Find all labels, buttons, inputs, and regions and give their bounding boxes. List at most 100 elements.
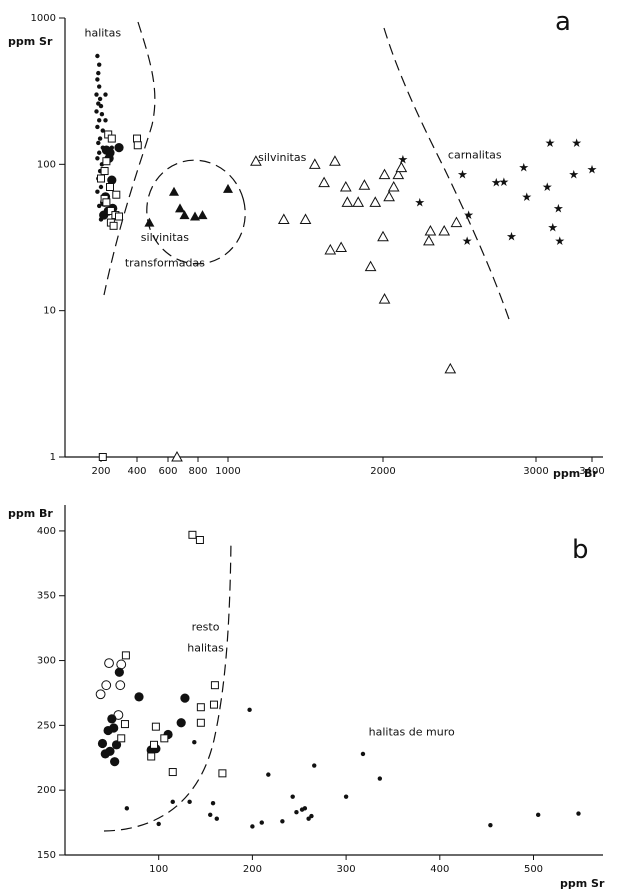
panel-a-x-ticks: 200 400 600 800 1000 2000 3000 3400 xyxy=(91,457,605,477)
data-point-dot-large xyxy=(109,723,119,733)
y-tick-label: 1 xyxy=(50,452,56,463)
panel-a-chart: ppm Sr ppm Br a 200 400 600 800 1000 2000 3000… xyxy=(8,7,605,480)
data-point-triangle-open xyxy=(424,225,437,236)
data-point-square-open xyxy=(196,718,205,727)
data-point-triangle-open xyxy=(378,168,391,180)
data-point-triangle-open xyxy=(358,179,371,190)
data-point-star: ★ xyxy=(414,195,425,209)
x-tick-label: 300 xyxy=(337,864,356,875)
data-point-star: ★ xyxy=(398,152,409,166)
data-point-star: ★ xyxy=(518,161,529,175)
x-tick-label: 100 xyxy=(149,864,168,875)
data-point-dot-small xyxy=(170,799,175,805)
data-point-square-open xyxy=(209,700,218,709)
data-point-dot-small xyxy=(360,751,366,757)
data-point-dot-small xyxy=(96,70,101,76)
panel-a-annotations: halitas silvinitas carnalitas silvinitas tra… xyxy=(84,26,501,269)
data-point-star: ★ xyxy=(587,163,598,177)
data-point-square-open xyxy=(102,157,111,166)
data-point-square-open xyxy=(150,740,159,749)
panel-a-y-ticks: 1 10 100 1000 xyxy=(31,13,65,463)
data-point-dot-large xyxy=(97,738,108,749)
data-point-triangle-open xyxy=(450,216,463,228)
panel-b-resto-halitas-boundary xyxy=(103,539,232,832)
data-point-triangle-filled xyxy=(223,183,233,193)
x-tick-label: 3000 xyxy=(523,466,548,477)
data-point-dot-small xyxy=(124,806,130,811)
data-point-dot-small xyxy=(97,118,102,123)
data-point-dot-small xyxy=(95,156,100,161)
data-point-triangle-open xyxy=(171,450,183,462)
data-point-triangle-open xyxy=(324,243,337,255)
data-point-dot-small xyxy=(208,812,213,818)
y-tick-label: 200 xyxy=(37,785,56,796)
annotation-label: halitas xyxy=(84,26,121,39)
data-point-square-open xyxy=(160,734,169,743)
y-tick-label: 300 xyxy=(37,656,56,667)
data-point-square-open xyxy=(133,141,142,150)
data-point-triangle-open xyxy=(383,190,395,202)
annotation-label: halitas xyxy=(187,641,224,654)
data-point-square-open xyxy=(168,768,177,777)
data-point-square-open xyxy=(102,198,111,207)
data-point-dot-small xyxy=(95,53,100,59)
y-tick-label: 150 xyxy=(37,850,56,861)
data-point-square-open xyxy=(117,734,126,743)
data-point-dot-large xyxy=(105,746,115,756)
data-point-dot-small xyxy=(98,103,104,109)
data-point-circle-open xyxy=(104,658,114,669)
x-tick-label: 400 xyxy=(127,466,146,477)
data-point-triangle-open xyxy=(250,155,262,166)
data-point-dot-large xyxy=(99,210,109,220)
x-tick-label: 2000 xyxy=(370,466,395,477)
x-tick-label: 200 xyxy=(91,466,110,477)
data-point-triangle-filled xyxy=(179,210,190,220)
data-point-triangle-filled xyxy=(197,210,208,220)
data-point-square-open xyxy=(195,536,204,544)
data-point-square-open xyxy=(210,681,219,690)
data-point-triangle-open xyxy=(395,161,408,173)
data-point-square-open xyxy=(133,134,141,143)
data-point-square-open xyxy=(115,212,123,221)
data-point-triangle-open xyxy=(277,213,290,224)
data-point-dot-small xyxy=(94,92,99,97)
data-point-triangle-open xyxy=(369,196,382,207)
data-point-dot-small xyxy=(95,189,100,194)
x-tick-label: 400 xyxy=(430,864,449,875)
panel-a-letter: a xyxy=(555,7,571,37)
data-point-dot-small xyxy=(312,763,317,768)
data-point-triangle-open xyxy=(392,168,405,180)
data-point-square-open xyxy=(188,530,197,539)
data-point-square-open xyxy=(151,722,160,731)
data-point-star: ★ xyxy=(521,190,532,204)
data-point-dot-small xyxy=(576,811,581,816)
data-point-square-open xyxy=(147,752,156,761)
data-point-triangle-open xyxy=(339,180,352,192)
data-point-triangle-open xyxy=(352,196,365,207)
annotation-label: silvinitas xyxy=(141,231,189,244)
data-point-dot-large xyxy=(111,740,122,750)
data-point-star: ★ xyxy=(457,168,468,182)
data-point-dot-small xyxy=(192,740,197,745)
data-point-star: ★ xyxy=(491,176,502,190)
panel-a-silvinitas-boundary xyxy=(383,27,511,323)
data-point-dot-small xyxy=(94,109,99,114)
annotation-label: carnalitas xyxy=(448,148,502,161)
data-point-dot-small xyxy=(97,136,103,141)
data-point-dot-small xyxy=(95,77,100,82)
data-point-dot-small xyxy=(97,203,102,209)
data-point-dot-small xyxy=(103,92,108,97)
y-tick-label: 10 xyxy=(43,306,56,317)
data-point-triangle-open xyxy=(341,196,354,207)
data-point-triangle-filled xyxy=(169,186,179,196)
data-point-circle-open xyxy=(115,680,126,691)
annotation-label: silvinitas xyxy=(258,151,306,164)
data-point-dot-small xyxy=(377,776,383,781)
data-point-square-open xyxy=(100,167,109,176)
data-point-triangle-open xyxy=(444,362,457,374)
data-point-triangle-filled xyxy=(144,217,155,227)
x-tick-label: 500 xyxy=(524,864,543,875)
data-point-triangle-open xyxy=(438,225,451,236)
data-point-square-open xyxy=(121,651,130,660)
